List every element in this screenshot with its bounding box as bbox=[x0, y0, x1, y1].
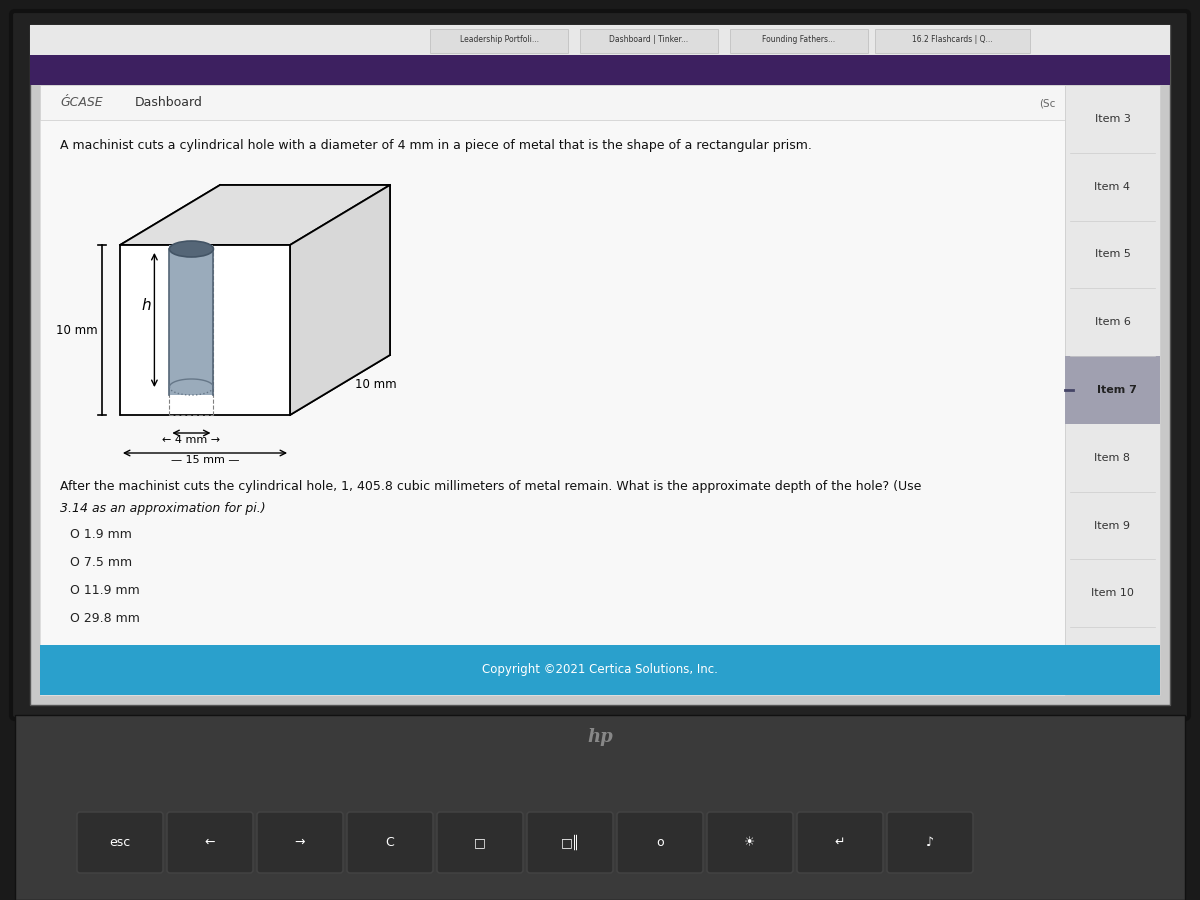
Text: ← 4 mm →: ← 4 mm → bbox=[162, 435, 221, 445]
Text: C: C bbox=[385, 836, 395, 849]
FancyBboxPatch shape bbox=[617, 812, 703, 873]
Bar bbox=[30, 25, 1170, 55]
Text: Item 9: Item 9 bbox=[1094, 520, 1130, 531]
Bar bbox=[40, 645, 1160, 695]
FancyBboxPatch shape bbox=[77, 812, 163, 873]
Text: Item 5: Item 5 bbox=[1094, 249, 1130, 259]
Bar bbox=[1066, 356, 1160, 424]
Text: h: h bbox=[142, 298, 151, 312]
FancyBboxPatch shape bbox=[437, 812, 523, 873]
Text: ǴCASE: ǴCASE bbox=[60, 96, 103, 110]
Text: Item 7: Item 7 bbox=[1097, 385, 1136, 395]
Text: Founding Fathers...: Founding Fathers... bbox=[762, 35, 835, 44]
FancyBboxPatch shape bbox=[527, 812, 613, 873]
Bar bbox=[30, 25, 1170, 85]
Text: Item 10: Item 10 bbox=[1091, 589, 1134, 598]
Bar bbox=[730, 29, 868, 53]
Text: hp: hp bbox=[587, 728, 613, 746]
Text: 3.14 as an approximation for pi.): 3.14 as an approximation for pi.) bbox=[60, 502, 265, 515]
Text: Item 6: Item 6 bbox=[1094, 317, 1130, 328]
Text: esc: esc bbox=[109, 836, 131, 849]
Text: After the machinist cuts the cylindrical hole, 1, 405.8 cubic millimeters of met: After the machinist cuts the cylindrical… bbox=[60, 480, 922, 493]
FancyBboxPatch shape bbox=[167, 812, 253, 873]
Polygon shape bbox=[290, 185, 390, 415]
Text: ←: ← bbox=[205, 836, 215, 849]
Text: ☀: ☀ bbox=[744, 836, 756, 849]
Text: Item 8: Item 8 bbox=[1094, 453, 1130, 463]
FancyBboxPatch shape bbox=[707, 812, 793, 873]
Text: Leadership Portfoli...: Leadership Portfoli... bbox=[460, 35, 539, 44]
Polygon shape bbox=[120, 185, 390, 245]
Bar bbox=[14, 715, 1186, 900]
Text: 10 mm: 10 mm bbox=[56, 323, 98, 337]
Bar bbox=[430, 29, 568, 53]
Text: Dashboard | Tinker...: Dashboard | Tinker... bbox=[610, 35, 689, 44]
Text: ♪: ♪ bbox=[926, 836, 934, 849]
Text: Item 4: Item 4 bbox=[1094, 182, 1130, 192]
Bar bbox=[30, 25, 1170, 705]
Text: □║: □║ bbox=[560, 835, 580, 850]
Text: □: □ bbox=[474, 836, 486, 849]
Text: Dashboard: Dashboard bbox=[134, 96, 203, 110]
Text: O 7.5 mm: O 7.5 mm bbox=[70, 556, 132, 570]
Bar bbox=[40, 85, 1066, 695]
Bar bbox=[169, 245, 214, 395]
Bar bbox=[1066, 85, 1160, 695]
FancyBboxPatch shape bbox=[797, 812, 883, 873]
FancyBboxPatch shape bbox=[257, 812, 343, 873]
Text: o: o bbox=[656, 836, 664, 849]
Bar bbox=[40, 85, 1066, 120]
Bar bbox=[120, 245, 290, 415]
Text: — 15 mm —: — 15 mm — bbox=[170, 455, 239, 465]
Text: Item 3: Item 3 bbox=[1094, 114, 1130, 124]
Text: 10 mm: 10 mm bbox=[355, 379, 397, 392]
Ellipse shape bbox=[169, 241, 214, 257]
Text: →: → bbox=[295, 836, 305, 849]
Text: A machinist cuts a cylindrical hole with a diameter of 4 mm in a piece of metal : A machinist cuts a cylindrical hole with… bbox=[60, 139, 812, 151]
Text: O 11.9 mm: O 11.9 mm bbox=[70, 584, 139, 598]
Text: 16.2 Flashcards | Q...: 16.2 Flashcards | Q... bbox=[912, 35, 992, 44]
FancyBboxPatch shape bbox=[347, 812, 433, 873]
FancyBboxPatch shape bbox=[11, 11, 1189, 719]
Text: O 1.9 mm: O 1.9 mm bbox=[70, 528, 132, 542]
Text: (Sc: (Sc bbox=[1039, 98, 1055, 108]
Text: Copyright ©2021 Certica Solutions, Inc.: Copyright ©2021 Certica Solutions, Inc. bbox=[482, 663, 718, 677]
Bar bbox=[580, 29, 718, 53]
Text: ↵: ↵ bbox=[835, 836, 845, 849]
Bar bbox=[875, 29, 1030, 53]
Text: O 29.8 mm: O 29.8 mm bbox=[70, 613, 140, 626]
FancyBboxPatch shape bbox=[887, 812, 973, 873]
